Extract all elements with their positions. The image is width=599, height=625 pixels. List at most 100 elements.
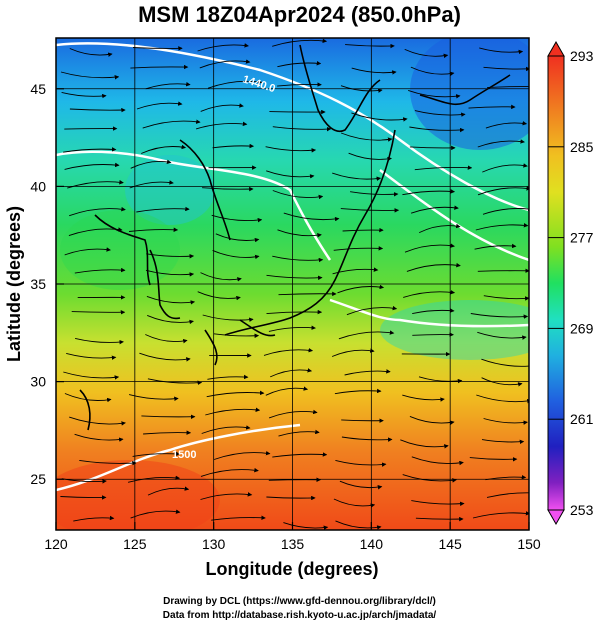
- y-tick-label: 35: [30, 276, 46, 292]
- streamline: [404, 48, 449, 59]
- streamline: [472, 511, 529, 519]
- streamline: [414, 110, 466, 117]
- streamline: [60, 495, 107, 500]
- streamline: [141, 414, 196, 420]
- drawing-credit: Drawing by DCL (https://www.gfd-dennou.o…: [163, 596, 436, 607]
- streamline: [344, 369, 391, 376]
- x-tick-label: 145: [438, 536, 462, 552]
- streamline: [147, 378, 203, 385]
- streamline: [283, 212, 340, 222]
- streamline: [212, 143, 255, 149]
- streamline: [408, 89, 461, 99]
- colorbar-tick-label: 277: [570, 230, 594, 246]
- x-tick-label: 135: [281, 536, 305, 552]
- streamline: [486, 492, 529, 498]
- streamline: [212, 249, 260, 260]
- streamline: [332, 172, 382, 181]
- streamline: [415, 516, 464, 522]
- streamline: [477, 331, 527, 340]
- streamline: [199, 59, 251, 69]
- streamline: [64, 247, 111, 256]
- streamline: [211, 214, 263, 223]
- streamline: [74, 433, 124, 442]
- y-tick-label: 25: [30, 471, 46, 487]
- streamline: [481, 377, 523, 387]
- streamline: [197, 291, 241, 301]
- colorbar-tick-label: 261: [570, 411, 594, 427]
- contour-label-1500: 1500: [172, 449, 196, 461]
- streamline: [409, 145, 456, 151]
- streamline: [211, 515, 266, 521]
- streamline: [73, 515, 115, 522]
- streamline: [141, 144, 187, 154]
- streamline: [268, 325, 316, 332]
- colorbar: 293 285 277 269 261 253: [547, 40, 594, 526]
- streamline: [127, 475, 181, 483]
- streamline: [146, 253, 195, 259]
- streamline: [468, 104, 516, 110]
- streamline: [474, 243, 517, 250]
- y-tick-label: 45: [30, 81, 46, 97]
- x-axis-label: Longitude (degrees): [205, 559, 378, 579]
- streamline: [130, 159, 172, 169]
- streamline: [341, 418, 384, 423]
- x-tick-label: 130: [202, 536, 226, 552]
- streamline: [340, 132, 393, 142]
- streamline: [132, 451, 181, 457]
- streamline: [351, 67, 397, 75]
- streamline: [195, 121, 248, 130]
- streamline: [470, 313, 529, 319]
- streamline: [339, 480, 383, 490]
- streamline: [145, 334, 188, 344]
- streamline: [145, 269, 195, 277]
- streamline: [71, 310, 126, 315]
- streamline: [147, 314, 194, 325]
- y-axis: 25 30 35 40 45: [30, 81, 64, 487]
- streamline: [469, 457, 518, 462]
- streamline: [200, 103, 244, 112]
- streamline: [331, 348, 375, 357]
- streamline: [411, 456, 464, 466]
- streamline: [342, 227, 384, 233]
- streamline: [64, 162, 120, 170]
- streamline: [272, 452, 328, 458]
- streamline: [406, 262, 461, 272]
- streamline: [205, 407, 261, 416]
- streamline: [206, 390, 265, 398]
- streamline: [277, 82, 322, 87]
- streamline: [265, 386, 309, 396]
- colorbar-tick-label: 293: [570, 48, 594, 64]
- wind-streamlines: [60, 38, 529, 530]
- streamline: [335, 520, 382, 530]
- streamline: [266, 170, 315, 179]
- map-title: MSM 18Z04Apr2024 (850.0hPa): [138, 2, 461, 27]
- streamline: [272, 190, 324, 200]
- x-tick-label: 150: [517, 536, 541, 552]
- streamline: [61, 91, 107, 99]
- streamline: [278, 291, 337, 297]
- streamline: [207, 374, 249, 380]
- streamline: [139, 352, 191, 362]
- streamline: [475, 223, 529, 231]
- streamline: [266, 495, 316, 501]
- streamline: [268, 477, 321, 483]
- streamline: [332, 267, 379, 275]
- colorbar-tick-label: 253: [570, 502, 594, 518]
- colorbar-tick-label: 285: [570, 139, 594, 155]
- streamline: [64, 393, 112, 403]
- streamline: [333, 246, 384, 251]
- streamline: [409, 126, 465, 133]
- streamline: [418, 376, 463, 384]
- colorbar-top-arrow: [547, 40, 565, 57]
- streamline: [69, 48, 113, 57]
- colorbar-scale: [547, 55, 565, 511]
- y-tick-label: 30: [30, 374, 46, 390]
- streamline: [136, 206, 190, 213]
- streamline: [197, 43, 249, 52]
- streamline: [60, 71, 120, 80]
- streamline: [477, 268, 529, 274]
- streamline: [69, 107, 126, 113]
- streamline: [481, 439, 525, 445]
- streamline: [419, 223, 461, 234]
- streamline: [64, 126, 118, 131]
